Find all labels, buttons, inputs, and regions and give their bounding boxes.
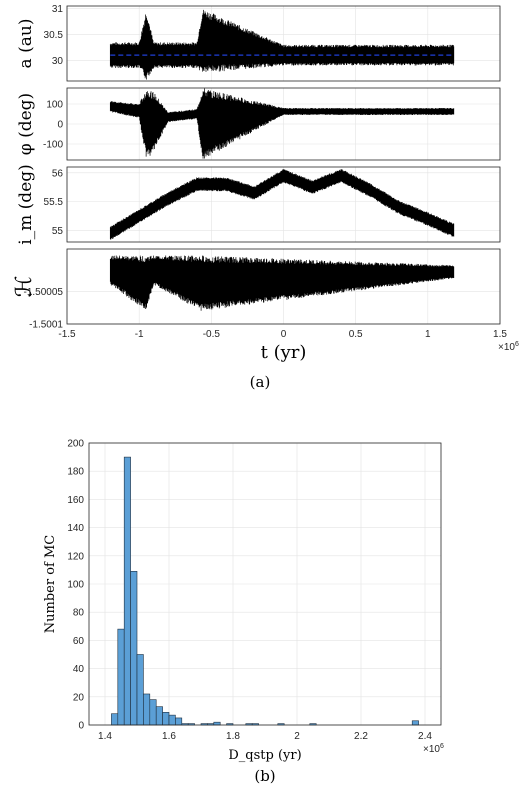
y-tick-label: 180 <box>67 467 84 478</box>
y-tick-label: -1.50005 <box>24 287 64 298</box>
x-tick-label: 0 <box>281 329 287 340</box>
y-tick-label: 80 <box>73 608 85 619</box>
x-tick-label: 1.8 <box>226 731 240 742</box>
y-tick-label: 30 <box>52 56 64 67</box>
y-tick-label: 20 <box>73 692 85 703</box>
y-tick-label: 140 <box>67 523 84 534</box>
plot-area <box>109 9 455 80</box>
histogram-bar <box>111 713 119 726</box>
plot-area <box>109 169 455 240</box>
figure-a: 30 30.5 31 a (au) -100 0 100 φ (deg) 55 55.5 56 i_m… <box>12 4 519 363</box>
y-tick-label: 40 <box>73 664 85 675</box>
plot-area <box>109 88 455 159</box>
histogram-bar <box>130 571 138 726</box>
y-tick-label: 100 <box>67 580 84 591</box>
y-tick-label: 0 <box>78 721 84 732</box>
y-tick-label: 120 <box>67 551 84 562</box>
y-tick-label: 56 <box>52 168 64 179</box>
histogram-bar <box>411 720 419 726</box>
y-axis-label: a (au) <box>16 19 36 69</box>
x-tick-label: 1.4 <box>98 731 112 742</box>
x-tick-label: 1 <box>425 329 431 340</box>
histogram-bar <box>168 714 176 726</box>
subplot-1: -100 0 100 φ (deg) <box>16 87 501 161</box>
histogram-bar <box>155 706 163 726</box>
x-tick-label: 2 <box>294 731 300 742</box>
histogram-bar <box>213 721 221 726</box>
histogram-bar <box>143 693 151 726</box>
series-line <box>109 169 455 240</box>
y-tick-label: 100 <box>46 100 63 111</box>
y-tick-label: 30.5 <box>44 30 64 41</box>
caption-a: (a) <box>250 373 271 391</box>
x-tick-label: 2.2 <box>354 731 368 742</box>
y-axis-label: ℋ <box>12 276 37 298</box>
x-tick-label: 1.6 <box>162 731 176 742</box>
series-line <box>109 9 455 80</box>
axes-box <box>66 87 501 161</box>
x-tick-label: 1.5 <box>493 329 507 340</box>
series-line <box>109 88 455 159</box>
histogram-bar <box>136 654 144 726</box>
histogram-bar <box>117 628 125 726</box>
y-tick-label: -1.5001 <box>29 320 63 331</box>
axes-box <box>88 442 442 726</box>
x-multiplier: ×106 <box>498 341 519 353</box>
axes-box <box>66 248 501 325</box>
x-axis-label: t (yr) <box>261 342 307 363</box>
subplot-0: 30 30.5 31 a (au) <box>16 4 501 82</box>
x-multiplier: ×106 <box>423 743 444 755</box>
series-line <box>109 255 455 311</box>
histogram-bar <box>162 712 170 726</box>
axes-box <box>66 5 501 82</box>
y-tick-label: -100 <box>43 140 63 151</box>
y-tick-label: 55.5 <box>44 197 64 208</box>
y-tick-label: 60 <box>73 636 85 647</box>
x-tick-label: -1.5 <box>58 329 76 340</box>
y-tick-label: 31 <box>52 4 64 15</box>
y-axis-label: φ (deg) <box>16 93 36 155</box>
x-tick-label: -0.5 <box>203 329 221 340</box>
y-axis-label: Number of MC <box>43 535 58 634</box>
caption-b: (b) <box>254 767 275 785</box>
y-tick-label: 160 <box>67 495 84 506</box>
y-tick-label: 200 <box>67 439 84 450</box>
histogram-bar <box>149 699 157 726</box>
plot-area <box>109 255 455 311</box>
y-axis-label: i_m (deg) <box>16 164 36 245</box>
x-tick-label: 2.4 <box>418 731 432 742</box>
x-tick-label: -1 <box>135 329 144 340</box>
x-axis-label: D_qstp (yr) <box>228 748 301 763</box>
subplot-2: 55 55.5 56 i_m (deg) <box>16 164 501 245</box>
histogram-bar <box>123 456 131 726</box>
y-tick-label: 0 <box>57 120 63 131</box>
figure-b: 1.4 1.6 1.8 2 2.2 2.4 0 20 40 60 80 100 120 140 160 180… <box>43 439 444 764</box>
axes-box <box>66 166 501 243</box>
y-tick-label: 55 <box>52 226 64 237</box>
x-tick-label: 0.5 <box>349 329 363 340</box>
histogram-bar <box>175 717 183 726</box>
